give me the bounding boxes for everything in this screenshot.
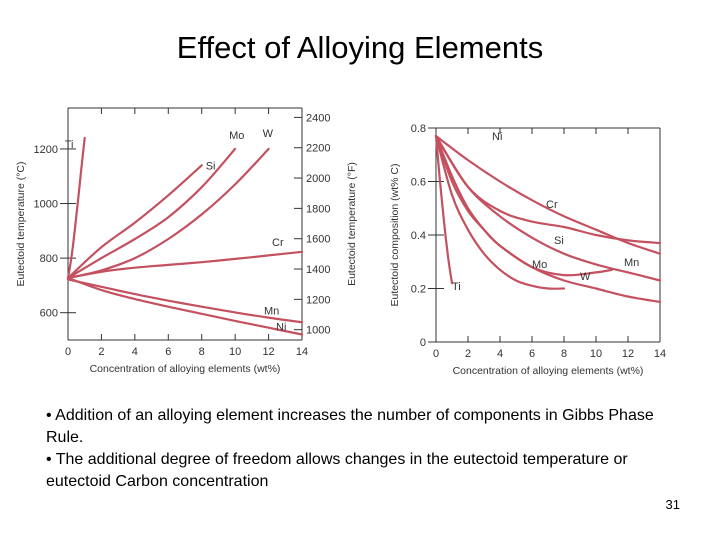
x-tick-label-2: 2 xyxy=(465,348,471,360)
y-tick-label-800: 800 xyxy=(40,253,58,265)
eutectoid-temperature-chart: 0 2 4 6 8 10 12 14 600 800 1000 1200 1000 1200 1400 160… xyxy=(15,107,358,375)
x-tick-label-12: 12 xyxy=(622,348,634,360)
series-label-si: Si xyxy=(206,160,216,172)
series-line-ni xyxy=(66,276,304,336)
x-tick-label-14: 14 xyxy=(654,348,666,360)
series-line-ti xyxy=(66,136,86,280)
series-label-mo: Mo xyxy=(532,259,547,271)
series-line-si xyxy=(66,164,203,280)
series-label-si: Si xyxy=(554,235,564,247)
series-label-cr: Cr xyxy=(546,199,558,211)
x-tick-label-6: 6 xyxy=(165,346,171,358)
series-label-mn: Mn xyxy=(624,257,639,269)
series-label-ti: Ti xyxy=(452,281,461,293)
series-label-w: W xyxy=(580,271,591,283)
x-tick-label-8: 8 xyxy=(561,348,567,360)
figure-panel: 0 2 4 6 8 10 12 1460080010001200100012001400160… xyxy=(15,107,666,377)
series-label-w: W xyxy=(263,128,274,140)
series-line-ti xyxy=(434,134,454,285)
series-label-ti: Ti xyxy=(65,139,74,151)
y-tick-label-600: 600 xyxy=(40,308,58,320)
y-tick-label-1000: 1000 xyxy=(34,199,58,211)
series-line-w xyxy=(66,147,270,280)
y-tick-label-0: 0 xyxy=(420,337,426,349)
bullet-item: • Addition of an alloying element increa… xyxy=(46,407,654,446)
y-right-tick-label-2000: 2000 xyxy=(306,173,330,185)
y-tick-label-0-2: 0.2 xyxy=(411,284,426,296)
y-right-tick-label-2400: 2400 xyxy=(306,112,330,124)
series-label-cr: Cr xyxy=(272,237,284,249)
x-tick-label-10: 10 xyxy=(590,348,602,360)
x-tick-label-14: 14 xyxy=(296,346,308,358)
x-tick-label-12: 12 xyxy=(262,346,274,358)
x-tick-label-4: 4 xyxy=(132,346,138,358)
y-right-tick-label-1600: 1600 xyxy=(306,234,330,246)
series-label-mn: Mn xyxy=(264,305,279,317)
series-label-mo: Mo xyxy=(229,130,244,142)
y-right-tick-label-1200: 1200 xyxy=(306,294,330,306)
y-axis-label-right: Eutectoid temperature (°F) xyxy=(346,162,358,286)
x-tick-label-0: 0 xyxy=(65,346,71,358)
y-right-tick-label-2200: 2200 xyxy=(306,143,330,155)
series-line-mo xyxy=(66,147,237,280)
series-line-mn xyxy=(66,278,304,324)
y-tick-label-0-6: 0.6 xyxy=(411,177,426,189)
y-tick-label-1200: 1200 xyxy=(34,144,58,156)
x-axis-label: Concentration of alloying elements (wt%) xyxy=(453,365,644,377)
series-line-w xyxy=(434,134,614,277)
series-line-cr xyxy=(66,250,304,280)
bullet-item: • The additional degree of freedom allow… xyxy=(46,451,628,490)
x-tick-label-10: 10 xyxy=(229,346,241,358)
y-tick-label-0-8: 0.8 xyxy=(411,123,426,135)
series-line-mo xyxy=(434,134,566,290)
x-axis-label: Concentration of alloying elements (wt%) xyxy=(90,363,281,375)
page-number: 31 xyxy=(665,497,680,512)
series-line-mn xyxy=(434,134,662,282)
y-right-tick-label-1400: 1400 xyxy=(306,264,330,276)
y-right-tick-label-1000: 1000 xyxy=(306,325,330,337)
y-right-tick-label-1800: 1800 xyxy=(306,203,330,215)
series-line-ni xyxy=(434,134,662,255)
y-tick-label-0-4: 0.4 xyxy=(411,230,426,242)
y-axis-label: Eutectoid composition (wt% C) xyxy=(389,164,401,307)
series-label-ni: Ni xyxy=(492,131,502,143)
x-tick-label-6: 6 xyxy=(529,348,535,360)
x-tick-label-0: 0 xyxy=(433,348,439,360)
x-tick-label-8: 8 xyxy=(199,346,205,358)
series-label-ni: Ni xyxy=(276,322,286,334)
x-tick-label-2: 2 xyxy=(98,346,104,358)
eutectoid-composition-chart: 0 2 4 6 8 10 12 14 0 0.2 0.4 0.6 0.8 Concentration of… xyxy=(389,123,666,377)
bullet-list: • Addition of an alloying element increa… xyxy=(46,405,686,493)
x-tick-label-4: 4 xyxy=(497,348,503,360)
y-axis-label: Eutectoid temperature (°C) xyxy=(15,161,27,286)
slide-title: Effect of Alloying Elements xyxy=(176,30,544,65)
